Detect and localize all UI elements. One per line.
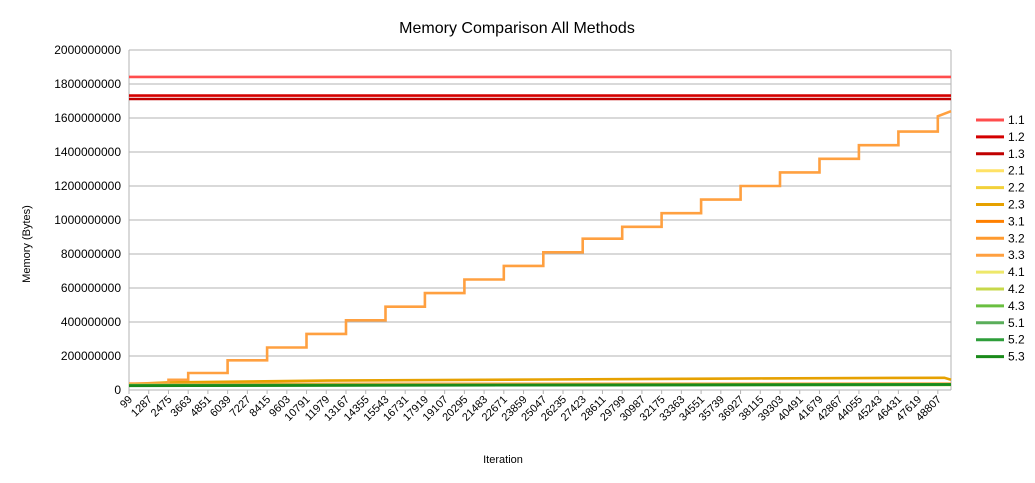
legend-label: 4.2 xyxy=(1008,282,1025,296)
y-tick-label: 1000000000 xyxy=(54,213,121,227)
legend-label: 2.2 xyxy=(1008,181,1025,195)
y-tick-label: 1200000000 xyxy=(54,179,121,193)
y-tick-label: 1400000000 xyxy=(54,145,121,159)
legend-label: 4.1 xyxy=(1008,265,1025,279)
legend-label: 5.1 xyxy=(1008,316,1025,330)
legend-label: 3.2 xyxy=(1008,231,1025,245)
y-tick-label: 1800000000 xyxy=(54,77,121,91)
legend-label: 1.2 xyxy=(1008,130,1025,144)
legend-label: 2.1 xyxy=(1008,164,1025,178)
y-tick-label: 400000000 xyxy=(61,315,121,329)
y-axis-title: Memory (Bytes) xyxy=(21,205,33,283)
series-line-3.3 xyxy=(129,109,952,385)
y-tick-label: 0 xyxy=(114,383,121,397)
legend-label: 5.3 xyxy=(1008,350,1025,364)
y-axis: 0 200000000 400000000 600000000 800000000 100… xyxy=(54,43,121,397)
legend-label: 3.1 xyxy=(1008,214,1025,228)
chart-title: Memory Comparison All Methods xyxy=(399,20,635,37)
legend-label: 1.3 xyxy=(1008,147,1025,161)
y-tick-label: 200000000 xyxy=(61,349,121,363)
legend-label: 1.1 xyxy=(1008,113,1025,127)
y-tick-label: 2000000000 xyxy=(54,43,121,57)
series-line-5.3 xyxy=(128,383,952,388)
y-tick-label: 600000000 xyxy=(61,281,121,295)
x-axis-title: Iteration xyxy=(483,454,523,466)
legend-label: 4.3 xyxy=(1008,299,1025,313)
y-tick-label: 1600000000 xyxy=(54,111,121,125)
legend: 1.1 1.2 1.3 2.1 2.2 2.3 3.1 3.2 3.3 4.1 4.2 4.3 5.1 5… xyxy=(976,113,1025,364)
legend-label: 5.2 xyxy=(1008,333,1025,347)
grid xyxy=(128,49,952,391)
y-tick-label: 800000000 xyxy=(61,247,121,261)
plot-area xyxy=(128,75,952,388)
legend-label: 3.3 xyxy=(1008,248,1025,262)
legend-label: 2.3 xyxy=(1008,198,1025,212)
